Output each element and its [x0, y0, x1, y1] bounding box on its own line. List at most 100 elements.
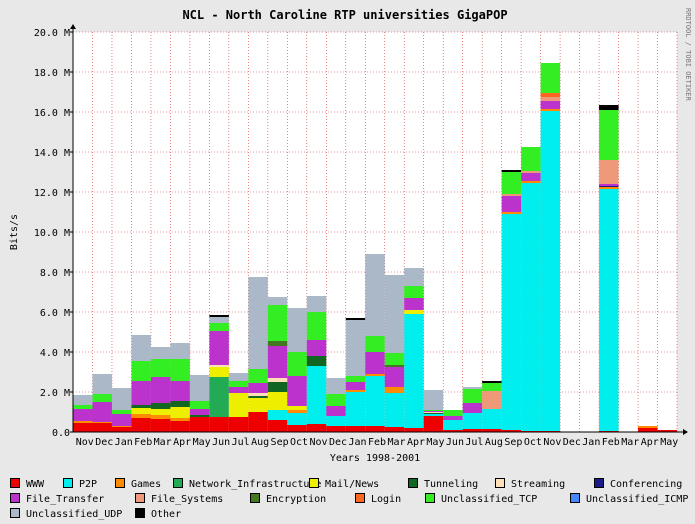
legend-item-games: Games	[115, 478, 161, 491]
bar-segment-www	[657, 430, 677, 432]
bar-segment-mail-news	[404, 310, 424, 314]
bar-segment-streaming	[267, 378, 288, 382]
bar-segment-unclassified-tcp	[384, 353, 405, 365]
legend-swatch	[495, 478, 505, 488]
bar-segment-unclassified-tcp	[228, 381, 249, 387]
bar-segment-unclassified-udp	[248, 277, 268, 369]
legend-label: Tunneling	[424, 479, 479, 490]
bar-segment-unclassified-udp	[462, 387, 483, 389]
legend-item-conferencing: Conferencing	[594, 478, 682, 491]
x-tick-label: Feb	[368, 437, 386, 448]
bar-segment-unclassified-tcp	[287, 352, 307, 376]
x-tick-label: Aug	[485, 437, 503, 448]
x-tick-label: May	[660, 437, 678, 448]
bar-segment-tunneling	[306, 356, 327, 366]
bar-segment-file-systems	[540, 97, 561, 101]
bar-segment-p2p	[423, 414, 444, 416]
bar-segment-games	[73, 421, 93, 423]
bar-segment-unclassified-udp	[267, 297, 288, 305]
x-tick-label: Nov	[76, 437, 94, 448]
bar-segment-file-systems	[482, 391, 502, 409]
bar-segment-unclassified-udp	[111, 388, 132, 410]
bar-segment-www	[501, 430, 522, 432]
bar-segment-file-transfer	[131, 381, 151, 405]
bar-segment-file-transfer	[170, 381, 190, 401]
bar-segment-encryption	[267, 341, 288, 346]
bar-segment-mail-news	[209, 367, 229, 377]
x-tick-label: Mar	[621, 437, 639, 448]
bar-segment-unclassified-tcp	[345, 376, 366, 382]
bar-segment-unclassified-udp	[209, 317, 229, 323]
bar-segment-p2p	[599, 189, 619, 431]
legend-label: Encryption	[266, 494, 327, 505]
bar-segment-file-transfer	[150, 377, 171, 403]
x-tick-label: Jul	[465, 437, 483, 448]
bar-segment-mail-news	[170, 407, 190, 418]
bar-segment-p2p	[540, 111, 561, 431]
bar-segment-games	[521, 181, 541, 183]
bar-segment-mail-news	[228, 393, 249, 417]
bar-segment-unclassified-tcp	[521, 147, 541, 171]
bar-segment-www	[228, 417, 249, 432]
bar-segment-file-transfer	[501, 196, 522, 212]
legend-swatch	[594, 478, 604, 488]
y-axis-label: Bits/s	[9, 214, 20, 250]
y-tick-label: 2.0 M	[40, 388, 70, 399]
bar-segment-tunneling	[267, 382, 288, 392]
bar-segment-tunneling	[423, 413, 444, 414]
bar-segment-file-transfer	[73, 409, 93, 421]
legend-item-unclassified-udp: Unclassified_UDP	[10, 508, 122, 521]
bar-segment-unclassified-tcp	[423, 410, 444, 411]
y-tick-label: 8.0 M	[40, 268, 70, 279]
bar-segment-www	[111, 427, 132, 432]
x-tick-label: Jan	[582, 437, 600, 448]
bar-segment-p2p	[443, 420, 463, 430]
bar-segment-mail-news	[287, 406, 307, 410]
bar-segment-file-transfer	[599, 184, 619, 186]
x-tick-label: Oct	[524, 437, 542, 448]
x-tick-label: Apr	[641, 437, 659, 448]
x-tick-label: Jan	[115, 437, 133, 448]
y-tick-label: 10.0 M	[34, 228, 70, 239]
legend-swatch	[135, 508, 145, 518]
x-tick-label: Nov	[310, 437, 328, 448]
x-tick-label: Feb	[602, 437, 620, 448]
bar-segment-file-transfer	[462, 403, 483, 413]
x-tick-label: Feb	[134, 437, 152, 448]
bar-segment-games	[287, 410, 307, 413]
bar-segment-p2p	[501, 214, 522, 430]
bar-segment-other	[209, 315, 229, 317]
bar-segment-file-transfer	[189, 409, 210, 415]
bar-segment-unclassified-udp	[326, 378, 346, 394]
legend-label: Unclassified_ICMP	[586, 494, 689, 505]
bar-segment-unclassified-tcp	[599, 110, 619, 160]
bar-segment-unclassified-tcp	[73, 405, 93, 409]
rrdtool-watermark: RRDTOOL / TOBI OETIKER	[684, 8, 692, 102]
bar-segment-unclassified-udp	[73, 395, 93, 405]
legend-label: Games	[131, 479, 162, 490]
bar-segment-file-transfer	[540, 101, 561, 109]
bar-segment-mail-news	[131, 408, 151, 414]
x-axis-arrow	[683, 429, 688, 435]
legend-label: Streaming	[511, 479, 566, 490]
bar-segment-file-transfer	[287, 376, 307, 406]
y-tick-label: 16.0 M	[34, 108, 70, 119]
bar-segment-file-transfer	[384, 367, 405, 387]
bar-segment-unclassified-tcp	[111, 410, 132, 414]
bar-segment-unclassified-tcp	[267, 305, 288, 341]
bar-segment-games	[150, 415, 171, 419]
bar-segment-mail-news	[150, 409, 171, 415]
axes	[70, 24, 688, 435]
bar-segment-unclassified-udp	[365, 254, 385, 336]
bar-segment-unclassified-tcp	[443, 410, 463, 416]
bar-segment-www	[306, 424, 327, 432]
x-tick-label: Sep	[271, 437, 289, 448]
bar-segment-games	[599, 187, 619, 189]
x-tick-label: Mar	[154, 437, 172, 448]
y-tick-label: 18.0 M	[34, 68, 70, 79]
bar-segment-p2p	[306, 366, 327, 424]
bar-segment-p2p	[365, 376, 385, 426]
bar-segment-encryption	[384, 365, 405, 367]
bar-segment-games	[345, 390, 366, 392]
